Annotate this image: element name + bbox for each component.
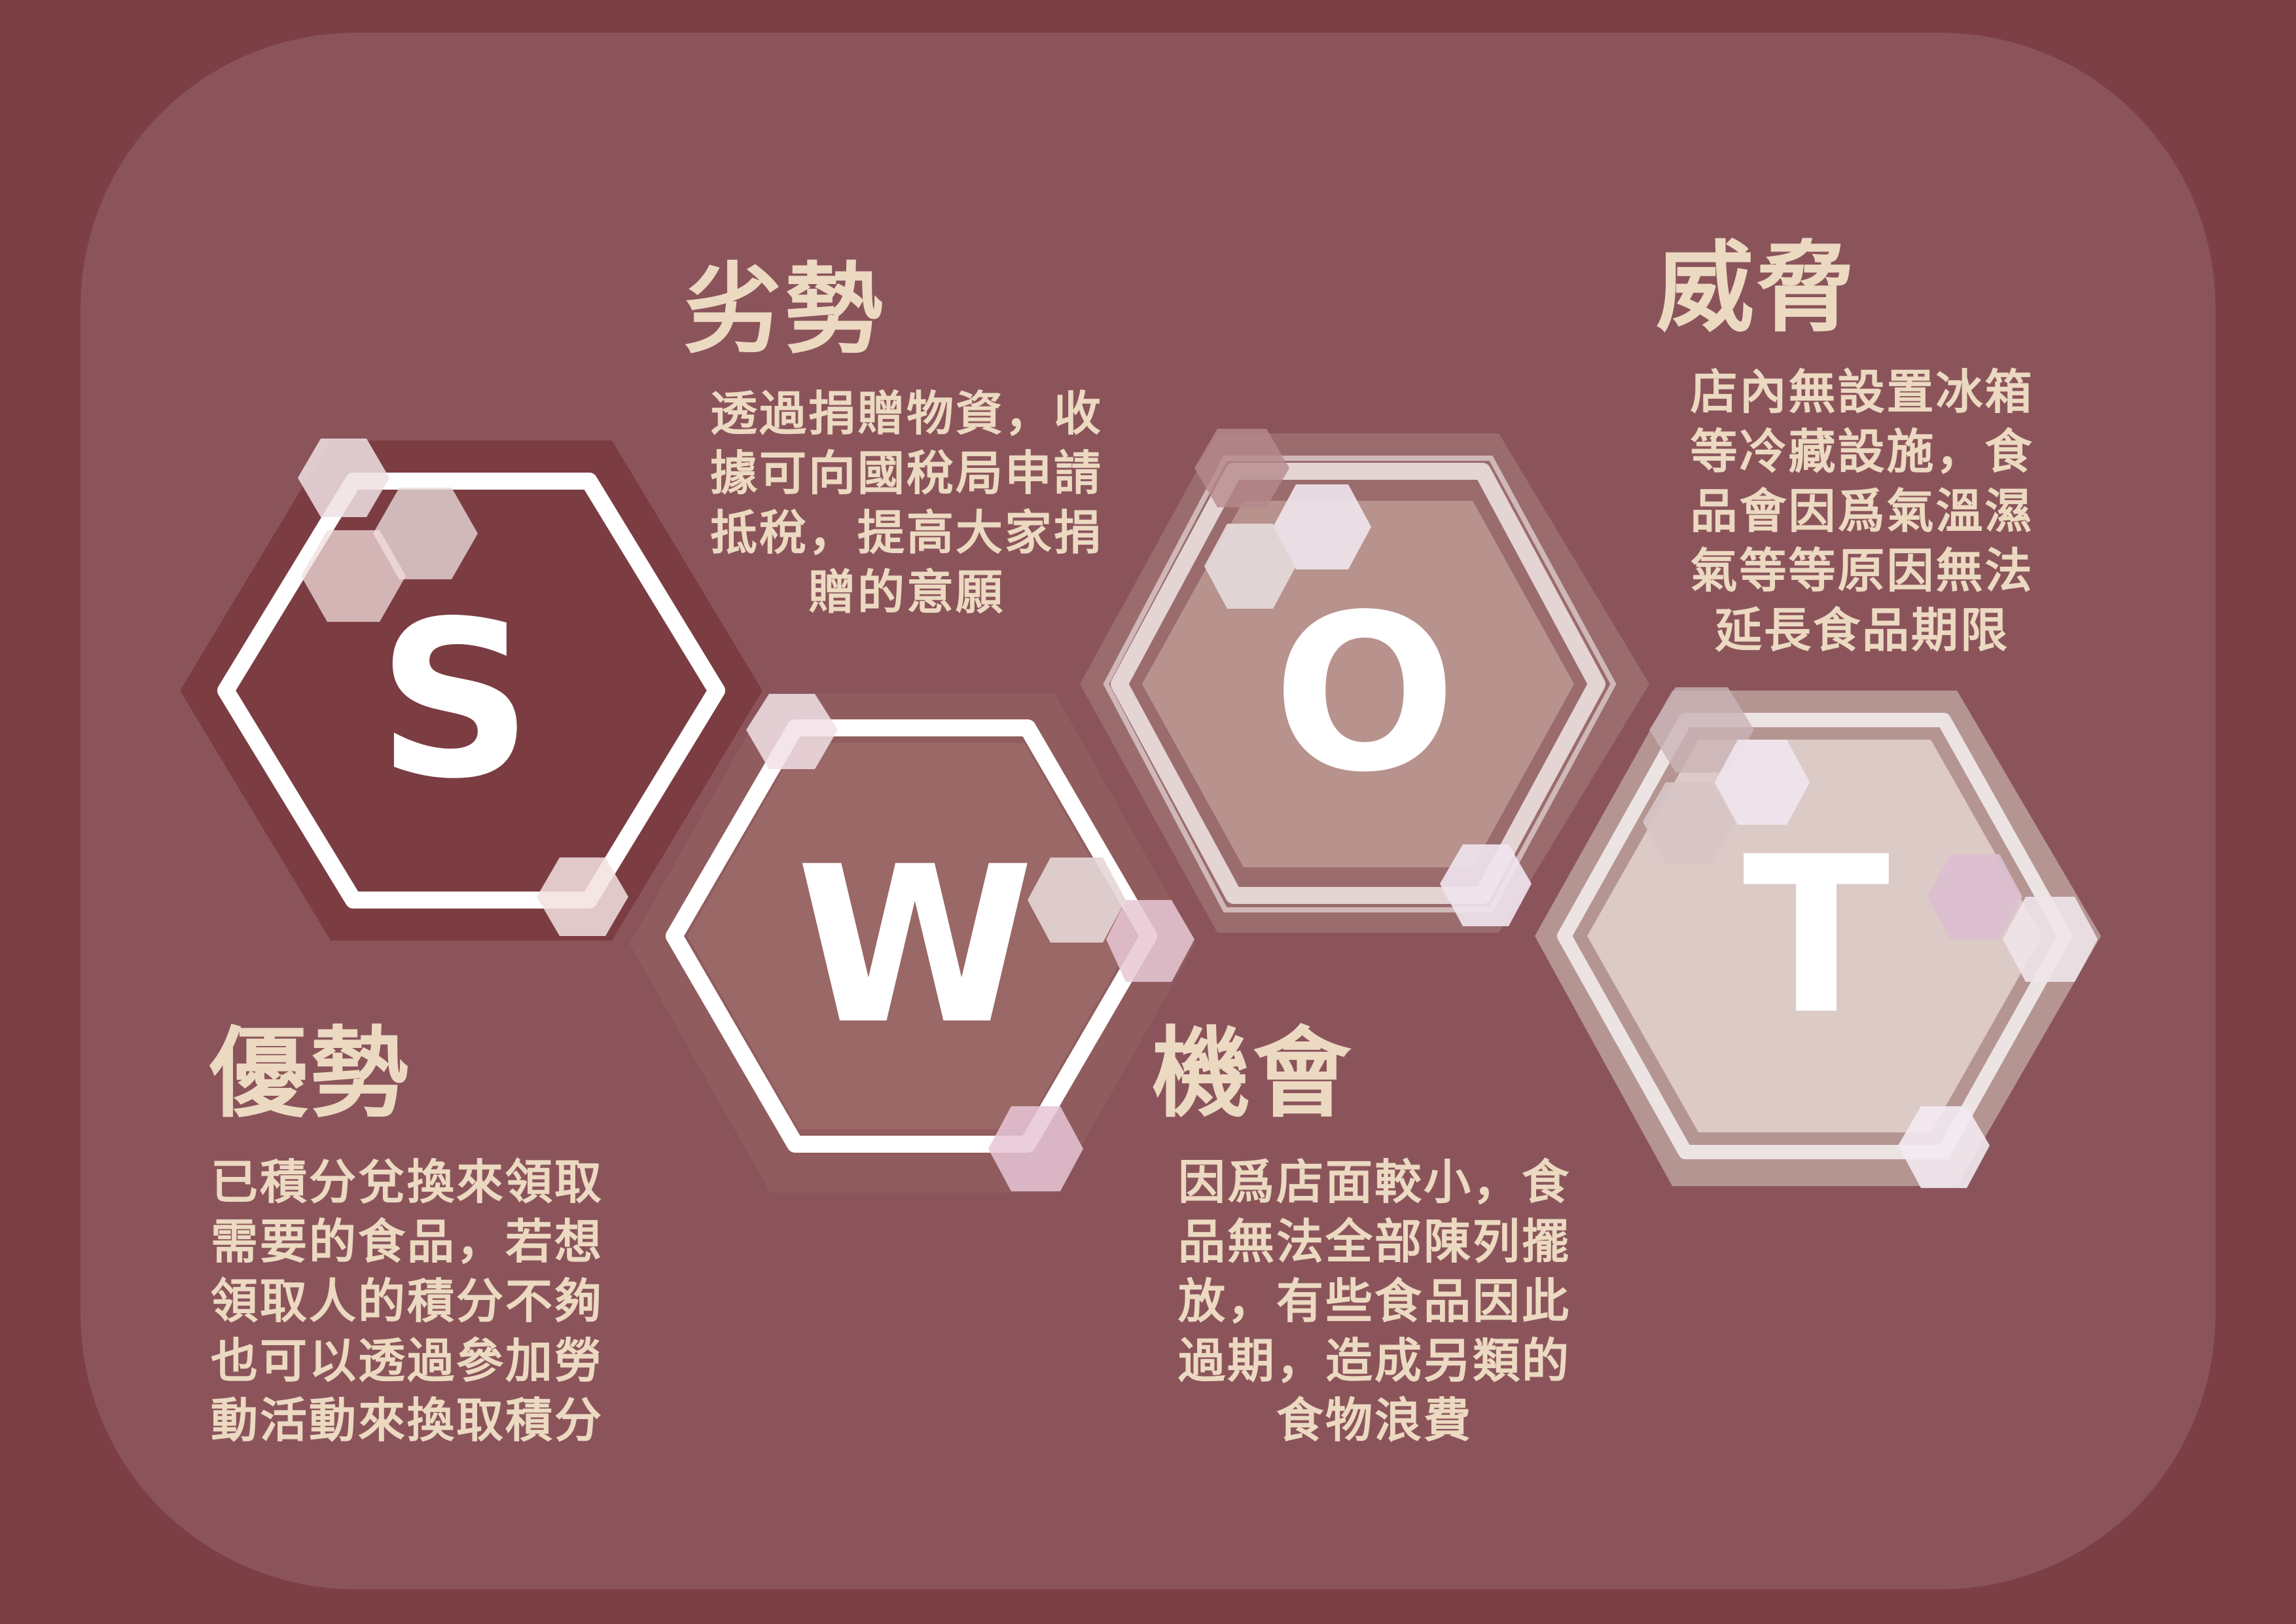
weaknesses-line: 贈的意願	[808, 564, 1005, 620]
hexagon-s: S	[180, 439, 762, 941]
opportunities-line: 過期，造成另類的	[1177, 1333, 1571, 1388]
hexagon-t: T	[1535, 687, 2101, 1188]
hexagon-w: W	[630, 694, 1196, 1193]
hexagon-s-letter: S	[377, 575, 533, 826]
hexagon-o-letter: O	[1273, 568, 1457, 820]
opportunities-line: 食物浪費	[1276, 1392, 1473, 1448]
strengths-heading: 優勢	[209, 1016, 412, 1131]
opportunities-line: 放，有些食品因此	[1177, 1273, 1571, 1329]
threats-line: 品會因爲氣溫濕	[1690, 483, 2034, 539]
threats-heading: 威脅	[1656, 230, 1858, 346]
opportunities-text: 因爲店面較小，食 品無法全部陳列擺 放，有些食品因此 過期，造成另類的 食物浪費	[1145, 1152, 1604, 1450]
threats-line: 氣等等原因無法	[1690, 543, 2034, 598]
weaknesses-heading: 劣勢	[684, 252, 886, 367]
strengths-line: 領取人的積分不夠	[211, 1273, 604, 1329]
strengths-line: 動活動來換取積分	[211, 1392, 604, 1448]
hexagon-o: O	[1080, 429, 1649, 933]
hexagon-t-letter: T	[1742, 810, 1891, 1062]
threats-text: 店內無設置冰箱 等冷藏設施，食 品會因爲氣溫濕 氣等等原因無法 延長食品期限	[1649, 362, 2075, 660]
threats-line: 等冷藏設施，食	[1690, 424, 2034, 479]
opportunities-heading: 機會	[1152, 1016, 1354, 1131]
strengths-text: 已積分兌換來領取 需要的食品，若想 領取人的積分不夠 也可以透過參加勞 動活動來…	[211, 1152, 656, 1450]
opportunities-line: 品無法全部陳列擺	[1177, 1214, 1571, 1269]
weaknesses-line: 抵稅，提高大家捐	[709, 505, 1103, 560]
strengths-line: 需要的食品，若想	[211, 1214, 604, 1269]
strengths-line: 也可以透過參加勞	[211, 1333, 604, 1388]
weaknesses-text: 透過捐贈物資，收 據可向國稅局申請 抵稅，提高大家捐 贈的意願	[687, 384, 1126, 622]
opportunities-line: 因爲店面較小，食	[1177, 1154, 1571, 1210]
hexagon-w-letter: W	[796, 820, 1034, 1072]
weaknesses-line: 據可向國稅局申請	[709, 445, 1103, 501]
threats-line: 店內無設置冰箱	[1690, 364, 2034, 420]
weaknesses-line: 透過捐贈物資，收	[709, 386, 1103, 441]
threats-line: 延長食品期限	[1714, 602, 2009, 658]
strengths-line: 已積分兌換來領取	[211, 1154, 604, 1210]
